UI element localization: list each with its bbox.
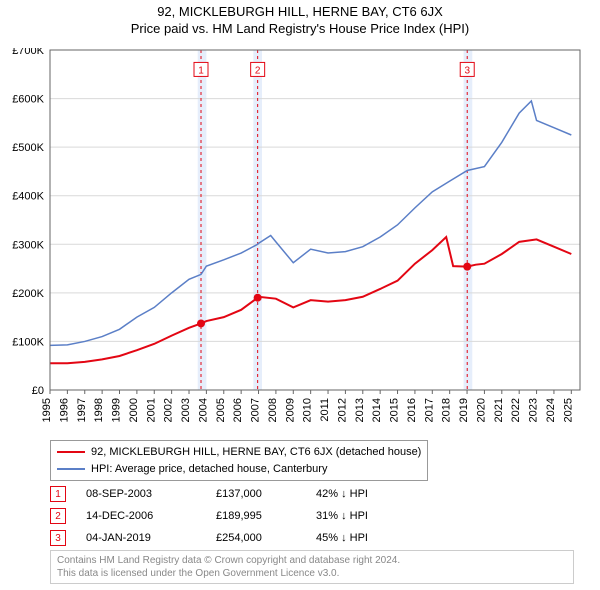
- svg-text:2000: 2000: [128, 398, 140, 422]
- svg-text:£400K: £400K: [12, 191, 44, 203]
- title-line2: Price paid vs. HM Land Registry's House …: [0, 21, 600, 36]
- transaction-price: £254,000: [216, 532, 316, 544]
- title-line1: 92, MICKLEBURGH HILL, HERNE BAY, CT6 6JX: [0, 4, 600, 19]
- svg-text:2005: 2005: [215, 398, 227, 422]
- title-block: 92, MICKLEBURGH HILL, HERNE BAY, CT6 6JX…: [0, 0, 600, 36]
- legend: 92, MICKLEBURGH HILL, HERNE BAY, CT6 6JX…: [50, 440, 428, 481]
- svg-text:1996: 1996: [58, 398, 70, 422]
- svg-text:2025: 2025: [562, 398, 574, 422]
- svg-text:2011: 2011: [319, 398, 331, 422]
- transaction-marker: 2: [50, 508, 66, 524]
- legend-swatch: [57, 468, 85, 470]
- svg-text:2013: 2013: [354, 398, 366, 422]
- transactions-table: 1 08-SEP-2003£137,00042% ↓ HPI 2 14-DEC-200…: [50, 486, 416, 552]
- svg-text:£0: £0: [32, 385, 44, 397]
- svg-text:2012: 2012: [336, 398, 348, 422]
- footer: Contains HM Land Registry data © Crown c…: [50, 550, 574, 584]
- svg-text:2: 2: [255, 65, 261, 76]
- transaction-row: 3 04-JAN-2019£254,00045% ↓ HPI: [50, 530, 416, 546]
- svg-text:2009: 2009: [284, 398, 296, 422]
- svg-text:£200K: £200K: [12, 288, 44, 300]
- svg-text:2002: 2002: [163, 398, 175, 422]
- transaction-row: 1 08-SEP-2003£137,00042% ↓ HPI: [50, 486, 416, 502]
- transaction-diff: 42% ↓ HPI: [316, 488, 416, 500]
- svg-text:2003: 2003: [180, 398, 192, 422]
- transaction-date: 14-DEC-2006: [86, 510, 216, 522]
- legend-item: 92, MICKLEBURGH HILL, HERNE BAY, CT6 6JX…: [57, 444, 421, 461]
- svg-text:1999: 1999: [111, 398, 123, 422]
- svg-text:£700K: £700K: [12, 48, 44, 57]
- svg-text:2007: 2007: [250, 398, 262, 422]
- svg-text:2024: 2024: [545, 398, 557, 422]
- svg-text:2010: 2010: [302, 398, 314, 422]
- svg-text:£600K: £600K: [12, 94, 44, 106]
- transaction-price: £189,995: [216, 510, 316, 522]
- svg-text:2020: 2020: [475, 398, 487, 422]
- svg-text:1995: 1995: [41, 398, 53, 422]
- transaction-diff: 31% ↓ HPI: [316, 510, 416, 522]
- svg-text:£300K: £300K: [12, 239, 44, 251]
- legend-label: HPI: Average price, detached house, Cant…: [91, 461, 327, 478]
- svg-text:1997: 1997: [76, 398, 88, 422]
- transaction-date: 08-SEP-2003: [86, 488, 216, 500]
- svg-text:2015: 2015: [389, 398, 401, 422]
- svg-text:2001: 2001: [145, 398, 157, 422]
- svg-text:2023: 2023: [528, 398, 540, 422]
- svg-text:2022: 2022: [510, 398, 522, 422]
- footer-line2: This data is licensed under the Open Gov…: [57, 567, 567, 580]
- chart-container: 92, MICKLEBURGH HILL, HERNE BAY, CT6 6JX…: [0, 0, 600, 590]
- legend-item: HPI: Average price, detached house, Cant…: [57, 461, 421, 478]
- transaction-diff: 45% ↓ HPI: [316, 532, 416, 544]
- svg-text:2018: 2018: [441, 398, 453, 422]
- footer-line1: Contains HM Land Registry data © Crown c…: [57, 554, 567, 567]
- svg-text:2019: 2019: [458, 398, 470, 422]
- svg-text:2008: 2008: [267, 398, 279, 422]
- svg-text:2016: 2016: [406, 398, 418, 422]
- svg-text:2004: 2004: [197, 398, 209, 422]
- svg-text:£500K: £500K: [12, 142, 44, 154]
- svg-text:2014: 2014: [371, 398, 383, 422]
- svg-text:3: 3: [464, 65, 470, 76]
- legend-swatch: [57, 451, 85, 453]
- legend-label: 92, MICKLEBURGH HILL, HERNE BAY, CT6 6JX…: [91, 444, 421, 461]
- svg-text:£100K: £100K: [12, 336, 44, 348]
- chart-area: £0£100K£200K£300K£400K£500K£600K£700K199…: [4, 48, 534, 388]
- svg-text:2021: 2021: [493, 398, 505, 422]
- transaction-date: 04-JAN-2019: [86, 532, 216, 544]
- chart-svg: £0 £100K £200K £300K £400K £500K £600K £700K 199…: [4, 48, 586, 440]
- svg-text:1998: 1998: [93, 398, 105, 422]
- transaction-row: 2 14-DEC-2006£189,99531% ↓ HPI: [50, 508, 416, 524]
- svg-text:1: 1: [198, 65, 204, 76]
- transaction-marker: 3: [50, 530, 66, 546]
- svg-text:2017: 2017: [423, 398, 435, 422]
- transaction-price: £137,000: [216, 488, 316, 500]
- svg-text:2006: 2006: [232, 398, 244, 422]
- transaction-marker: 1: [50, 486, 66, 502]
